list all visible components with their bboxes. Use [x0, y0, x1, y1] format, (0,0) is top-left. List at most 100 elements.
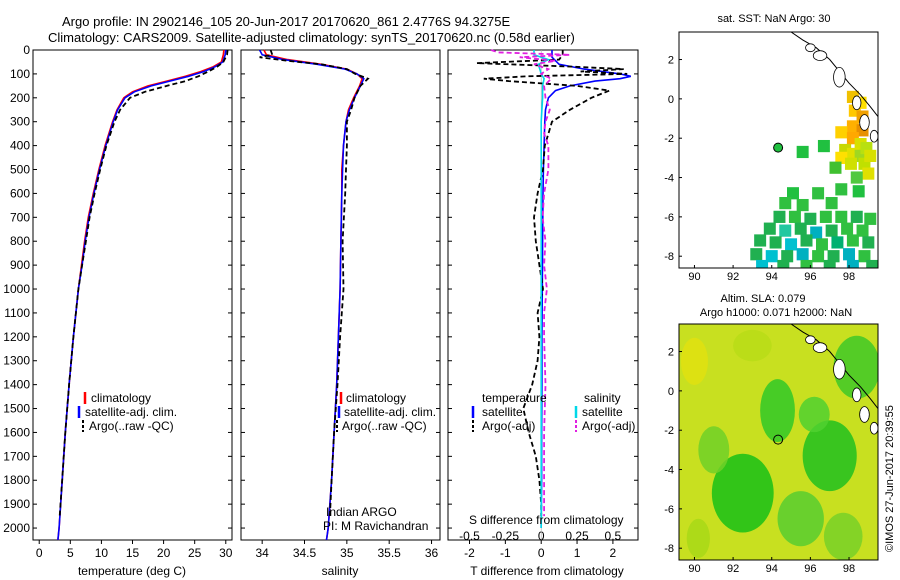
x-tick-label: 30: [219, 546, 233, 560]
sst-cell: [777, 259, 790, 268]
sst-cell: [858, 250, 871, 263]
series-line-s-argo-adj-: [490, 49, 570, 517]
sst-cell: [835, 183, 848, 196]
sla-map-title: Altim. SLA: 0.079: [721, 293, 806, 305]
sst-cell: [796, 145, 809, 159]
temperature-legend: climatology satellite-adj. clim. Argo(..…: [77, 391, 177, 433]
y-tick-label: 900: [10, 258, 30, 272]
x-tick-label: 1: [574, 546, 581, 560]
sst-cell: [854, 149, 867, 162]
credit-label: ©IMOS 27-Jun-2017 20:39:55: [884, 405, 896, 552]
sst-cell: [843, 248, 856, 261]
x-tick-label: 90: [688, 271, 700, 283]
island: [833, 358, 846, 380]
sst-cell: [850, 171, 863, 184]
sla-anomaly-patch: [711, 453, 774, 533]
sst-cell: [756, 259, 769, 268]
y-tick-label: -2: [664, 425, 674, 437]
sst-cell: [835, 210, 848, 223]
y-tick-label: 1000: [3, 282, 30, 296]
sst-cell: [846, 259, 859, 268]
sst-cell: [850, 210, 863, 223]
sst-cell: [839, 143, 852, 157]
legend-label-s-argo: Argo(-adj): [582, 419, 635, 433]
x-tick-label: 92: [727, 271, 739, 283]
y-tick-label: 2: [668, 347, 674, 359]
temperature-axis-label: temperature (deg C): [78, 564, 186, 578]
x-tick-label: 2: [610, 546, 617, 560]
sst-cell: [862, 236, 875, 249]
y-tick-label: 300: [10, 115, 30, 129]
x-tick-label: 34: [255, 546, 269, 560]
y-tick-label: 1100: [4, 306, 30, 320]
s-tick-label: -0.5: [459, 529, 480, 543]
s-tick-label: 0.5: [605, 529, 622, 543]
x-tick-label: 35: [340, 546, 354, 560]
x-tick-label: 34.5: [293, 546, 317, 560]
sst-cell: [794, 222, 807, 235]
sst-cell: [825, 197, 838, 210]
y-tick-label: 1300: [3, 354, 30, 368]
x-tick-label: -1: [500, 546, 511, 560]
sst-cell: [754, 234, 767, 247]
sst-cell: [846, 120, 859, 133]
sst-cell: [823, 259, 836, 268]
x-tick-label: 96: [804, 563, 816, 575]
sst-cell: [866, 259, 878, 268]
sla-anomaly-patch: [680, 337, 708, 385]
island: [852, 95, 862, 111]
series-line-argo-raw-qc-: [259, 49, 370, 517]
y-tick-label: 1400: [3, 378, 30, 392]
y-tick-label: -6: [664, 212, 674, 224]
x-tick-label: 0: [538, 546, 545, 560]
sst-cell: [750, 248, 763, 261]
t-difference-axis-label: T difference from climatology: [470, 564, 624, 578]
x-tick-label: 94: [766, 271, 778, 283]
sst-cell: [835, 151, 848, 164]
sla-anomaly-patch: [823, 512, 863, 560]
x-tick-label: 90: [688, 563, 700, 575]
sla-anomaly-patch: [798, 396, 830, 433]
sst-cell: [835, 126, 848, 139]
island: [812, 342, 828, 353]
y-tick-label: 2000: [3, 521, 30, 535]
sst-cell: [844, 157, 857, 170]
map-frame: [678, 323, 879, 561]
x-tick-label: -2: [464, 546, 475, 560]
x-tick-label: 20: [157, 546, 171, 560]
s-tick-label: 0.25: [565, 529, 589, 543]
sst-cell: [825, 224, 838, 237]
x-tick-label: 98: [843, 271, 855, 283]
x-tick-label: 92: [727, 563, 739, 575]
y-tick-label: -2: [664, 133, 674, 145]
sst-cell: [831, 236, 844, 249]
series-line-s-satellite: [533, 50, 551, 528]
legend-label-t-satellite: satellite: [482, 405, 523, 419]
pi-label: PI: M Ravichandran: [323, 519, 428, 533]
x-tick-label: 94: [766, 563, 778, 575]
sst-cell: [763, 222, 776, 235]
legend-label-climatology: climatology: [346, 391, 406, 405]
y-tick-label: 100: [10, 67, 30, 81]
x-tick-label: 35.5: [378, 546, 402, 560]
y-tick-label: 1900: [3, 497, 30, 511]
sst-cell: [846, 147, 859, 161]
sst-cell: [860, 141, 873, 155]
header-line-2: Climatology: CARS2009. Satellite-adjuste…: [48, 30, 575, 45]
legend-label-argo: Argo(..raw -QC): [89, 419, 174, 433]
x-tick-label: 96: [804, 271, 816, 283]
s-difference-axis-label: S difference from climatology: [469, 513, 624, 527]
y-tick-label: 1200: [3, 330, 30, 344]
sst-cell: [800, 234, 813, 247]
sst-cell: [796, 248, 809, 261]
map-body: [680, 324, 878, 560]
argo-float-marker: [773, 434, 784, 445]
y-tick-label: 1700: [3, 449, 30, 463]
sst-cell: [858, 157, 871, 170]
series-line-argo-raw-qc-: [58, 49, 229, 517]
sla-anomaly-patch: [833, 335, 878, 399]
salinity-panel-frame: [240, 49, 441, 541]
map-body: [750, 32, 878, 268]
y-tick-label: 600: [10, 186, 30, 200]
sst-cell: [788, 210, 801, 223]
